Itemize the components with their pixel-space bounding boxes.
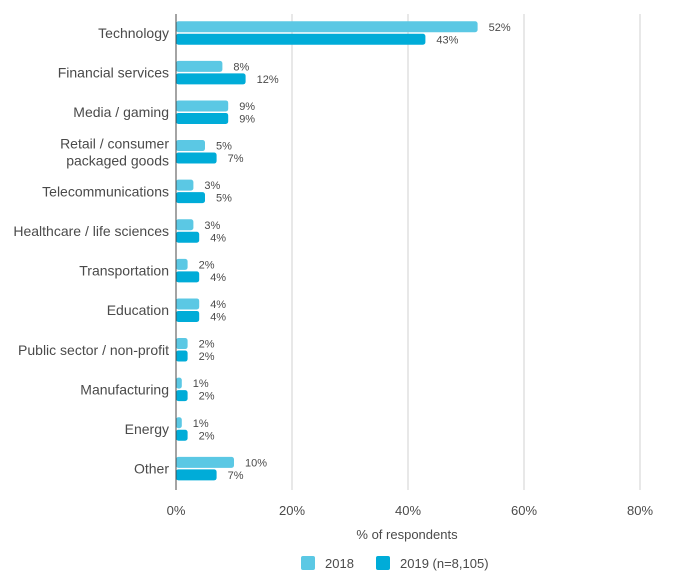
category-label: Healthcare / life sciences — [13, 223, 169, 239]
category-label: Manufacturing — [80, 381, 169, 397]
category-label: Other — [134, 461, 169, 477]
data-label: 9% — [239, 113, 255, 125]
legend: 2018 2019 (n=8,105) — [301, 556, 489, 571]
bar-2019 — [176, 231, 200, 243]
category-label-line: packaged goods — [66, 152, 169, 168]
data-label: 5% — [216, 193, 232, 205]
x-axis-title: % of respondents — [356, 527, 458, 542]
bar-2019 — [176, 73, 246, 85]
x-tick-label: 60% — [511, 503, 537, 518]
x-tick-label: 0% — [167, 503, 186, 518]
bar-2018 — [176, 338, 188, 350]
bar-2018 — [176, 417, 182, 429]
bar-2018 — [176, 219, 194, 231]
category-label-line: Manufacturing — [80, 381, 169, 397]
data-label: 5% — [216, 141, 232, 153]
category-label: Financial services — [58, 65, 169, 81]
bar-2018 — [176, 258, 188, 270]
x-tick-label: 40% — [395, 503, 421, 518]
data-label: 10% — [245, 457, 267, 469]
data-label: 12% — [257, 74, 279, 86]
data-label: 52% — [489, 22, 511, 34]
bar-2018 — [176, 100, 229, 112]
data-label: 1% — [193, 378, 209, 390]
data-label: 7% — [228, 470, 244, 482]
category-label: Telecommunications — [42, 183, 169, 199]
data-label: 2% — [199, 391, 215, 403]
data-label: 2% — [199, 430, 215, 442]
bar-2018 — [176, 298, 200, 310]
category-label: Education — [107, 302, 169, 318]
bar-2019 — [176, 33, 426, 45]
category-label-line: Telecommunications — [42, 183, 169, 199]
data-label: 3% — [204, 180, 220, 192]
bar-2019 — [176, 192, 205, 204]
legend-swatch-2018 — [301, 556, 315, 570]
category-labels: Technology Financial services Media / gami… — [13, 25, 169, 477]
bar-2019 — [176, 310, 200, 322]
bars — [176, 21, 478, 481]
category-label-line: Public sector / non-profit — [18, 342, 169, 358]
data-label: 4% — [210, 311, 226, 323]
category-label: Transportation — [79, 263, 169, 279]
x-tick-labels: 0% 20% 40% 60% 80% — [167, 503, 654, 518]
category-label-line: Retail / consumer — [60, 135, 169, 151]
x-tick-label: 80% — [627, 503, 653, 518]
data-label: 8% — [233, 61, 249, 73]
bar-2019 — [176, 271, 200, 283]
category-label-line: Financial services — [58, 65, 169, 81]
value-labels: 52%43%8%12%9%9%5%7%3%5%3%4%2%4%4%4%2%2%1… — [193, 22, 511, 482]
category-label: Public sector / non-profit — [18, 342, 169, 358]
category-label-line: Transportation — [79, 263, 169, 279]
data-label: 4% — [210, 232, 226, 244]
bar-2019 — [176, 429, 188, 441]
data-label: 4% — [210, 299, 226, 311]
category-label-line: Media / gaming — [73, 104, 169, 120]
category-label: Energy — [125, 421, 169, 437]
bar-2019 — [176, 152, 217, 164]
data-label: 9% — [239, 101, 255, 113]
data-label: 2% — [199, 339, 215, 351]
category-label-line: Healthcare / life sciences — [13, 223, 169, 239]
data-label: 2% — [199, 259, 215, 271]
legend-label: 2018 — [325, 556, 354, 571]
bar-2018 — [176, 140, 205, 152]
bar-2018 — [176, 377, 182, 389]
category-label-line: Energy — [125, 421, 169, 437]
data-label: 4% — [210, 272, 226, 284]
legend-label: 2019 (n=8,105) — [400, 556, 489, 571]
data-label: 3% — [204, 220, 220, 232]
category-label-line: Technology — [98, 25, 169, 41]
bar-2019 — [176, 350, 188, 362]
category-label: Technology — [98, 25, 169, 41]
bar-2019 — [176, 469, 217, 481]
bar-2018 — [176, 21, 478, 33]
bar-2019 — [176, 112, 229, 124]
bar-2018 — [176, 179, 194, 191]
data-label: 43% — [436, 34, 458, 46]
category-label-line: Other — [134, 461, 169, 477]
category-label: Media / gaming — [73, 104, 169, 120]
category-label: Retail / consumer packaged goods — [60, 135, 169, 168]
bar-2018 — [176, 60, 223, 72]
legend-swatch-2019 — [376, 556, 390, 570]
grid-lines — [291, 14, 641, 490]
data-label: 2% — [199, 351, 215, 363]
bar-2018 — [176, 456, 234, 468]
x-tick-label: 20% — [279, 503, 305, 518]
data-label: 1% — [193, 418, 209, 430]
category-label-line: Education — [107, 302, 169, 318]
data-label: 7% — [228, 153, 244, 165]
bar-2019 — [176, 390, 188, 402]
